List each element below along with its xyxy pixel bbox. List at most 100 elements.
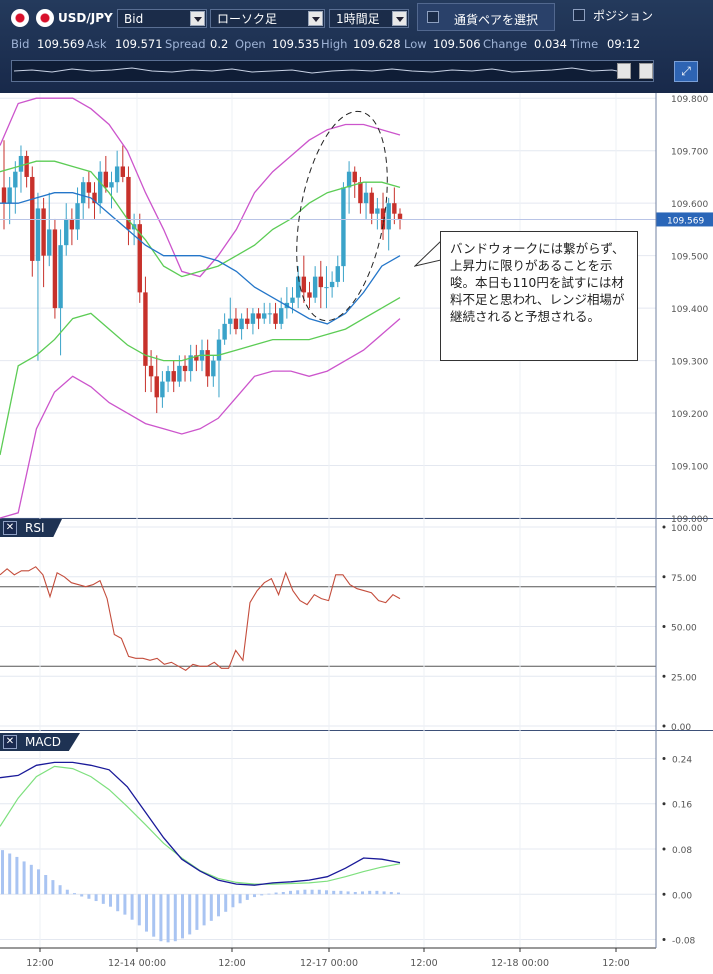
candle-body bbox=[148, 365, 154, 377]
macd-histogram-bar bbox=[274, 892, 278, 895]
macd-histogram-bar bbox=[181, 894, 184, 939]
close-icon[interactable]: ✕ bbox=[3, 521, 17, 535]
price-tick-label: 109.200 bbox=[671, 410, 708, 420]
candle-body bbox=[318, 276, 323, 288]
macd-histogram-bar bbox=[58, 885, 62, 895]
high-label: High bbox=[321, 37, 348, 51]
macd-histogram-bar bbox=[296, 890, 300, 895]
candle-body bbox=[335, 266, 340, 282]
candle-body bbox=[233, 318, 239, 330]
candle-body bbox=[52, 229, 58, 309]
price-tick-label: 109.300 bbox=[671, 358, 708, 368]
candle-body bbox=[324, 287, 329, 289]
rsi-tick-dot bbox=[662, 625, 666, 628]
macd-tick-label: -0.08 bbox=[672, 937, 696, 947]
macd-histogram-bar bbox=[195, 894, 199, 930]
candle-body bbox=[171, 371, 176, 382]
macd-histogram-bar bbox=[65, 889, 69, 895]
price-tick-label: 109.800 bbox=[671, 95, 708, 105]
macd-histogram-bar bbox=[87, 894, 91, 899]
price-tick-label: 109.000 bbox=[671, 515, 708, 525]
macd-histogram-bar bbox=[94, 894, 98, 902]
rsi-tick-label: 25.00 bbox=[671, 673, 697, 683]
price-type-select[interactable]: Bid bbox=[117, 9, 207, 28]
toolbar: USD/JPY Bid ローソク足 1時間足 通貨ペアを選択 ポジション Bid… bbox=[0, 0, 713, 93]
candle-body bbox=[126, 176, 131, 230]
ask-value: 109.571 bbox=[115, 37, 163, 51]
high-value: 109.628 bbox=[353, 37, 401, 51]
candle-body bbox=[392, 203, 397, 214]
candle-body bbox=[24, 155, 29, 177]
bid-label: Bid bbox=[11, 37, 30, 51]
scroll-left-button[interactable] bbox=[617, 63, 631, 79]
candle-body bbox=[279, 308, 284, 324]
macd-histogram-bar bbox=[137, 894, 141, 926]
candle-body bbox=[160, 381, 165, 398]
candle-body bbox=[245, 318, 250, 324]
candle-body bbox=[239, 318, 244, 330]
candle-body bbox=[222, 323, 227, 340]
candle-body bbox=[358, 182, 363, 204]
macd-histogram-bar bbox=[51, 880, 55, 895]
callout-pointer bbox=[414, 240, 442, 267]
panel-divider bbox=[0, 730, 713, 731]
position-checkbox[interactable] bbox=[573, 9, 585, 21]
candle-body bbox=[312, 276, 318, 298]
candle-body bbox=[165, 371, 171, 382]
macd-tick-dot bbox=[662, 802, 666, 806]
candle-body bbox=[114, 166, 120, 183]
candle-body bbox=[329, 281, 335, 288]
candle-body bbox=[64, 218, 69, 246]
macd-histogram-bar bbox=[346, 891, 350, 895]
rsi-tick-label: 100.00 bbox=[671, 524, 703, 534]
candle-body bbox=[205, 350, 210, 377]
chevron-down-icon bbox=[392, 11, 407, 26]
expand-icon[interactable]: ⤢ bbox=[674, 61, 698, 82]
overview-scrollbar[interactable] bbox=[11, 60, 654, 82]
candle-body bbox=[295, 276, 301, 298]
rsi-tick-dot bbox=[662, 674, 666, 678]
rsi-tick-dot bbox=[662, 724, 666, 728]
macd-histogram-bar bbox=[15, 856, 19, 895]
x-tick-label: 12-18 00:00 bbox=[491, 958, 549, 969]
candle-body bbox=[267, 313, 273, 315]
candle-body bbox=[177, 365, 182, 382]
low-label: Low bbox=[404, 37, 427, 51]
macd-histogram-bar bbox=[123, 894, 127, 915]
bollinger-lower-1sigma bbox=[0, 297, 401, 456]
macd-histogram-bar bbox=[368, 890, 372, 895]
candle-body bbox=[250, 313, 256, 324]
rsi-tick-dot bbox=[662, 525, 666, 529]
candle-body bbox=[188, 355, 193, 372]
candle-body bbox=[47, 229, 52, 256]
macd-tick-label: 0.24 bbox=[672, 755, 692, 765]
macd-tick-label: 0.16 bbox=[672, 801, 692, 811]
close-icon[interactable]: ✕ bbox=[3, 735, 17, 749]
candle-body bbox=[41, 208, 46, 256]
macd-histogram-bar bbox=[8, 853, 12, 895]
macd-histogram-bar bbox=[245, 894, 249, 900]
pair-select-button[interactable] bbox=[417, 3, 555, 31]
pair-select-checkbox[interactable] bbox=[427, 11, 439, 23]
timeframe-select[interactable]: 1時間足 bbox=[329, 9, 409, 28]
x-tick-label: 12:00 bbox=[410, 958, 437, 969]
scroll-right-button[interactable] bbox=[639, 63, 653, 79]
chart-type-select[interactable]: ローソク足 bbox=[210, 9, 325, 28]
macd-histogram-bar bbox=[116, 894, 120, 912]
candle-body bbox=[92, 192, 97, 204]
macd-histogram-bar bbox=[253, 894, 256, 898]
macd-title: MACD bbox=[25, 735, 61, 749]
symbol-label[interactable]: USD/JPY bbox=[58, 11, 113, 25]
macd-histogram-bar bbox=[101, 894, 105, 904]
rsi-tick-label: 75.00 bbox=[671, 574, 697, 584]
candle-body bbox=[137, 224, 142, 293]
x-tick-label: 12-14 00:00 bbox=[108, 958, 166, 969]
macd-histogram-bar bbox=[382, 891, 386, 895]
macd-histogram-bar bbox=[224, 894, 228, 912]
macd-histogram-bar bbox=[1, 850, 4, 895]
macd-histogram-bar bbox=[397, 892, 400, 895]
candle-body bbox=[103, 171, 109, 188]
macd-histogram-bar bbox=[29, 864, 33, 895]
candle-body bbox=[290, 297, 295, 303]
macd-tick-label: 0.00 bbox=[672, 891, 692, 901]
